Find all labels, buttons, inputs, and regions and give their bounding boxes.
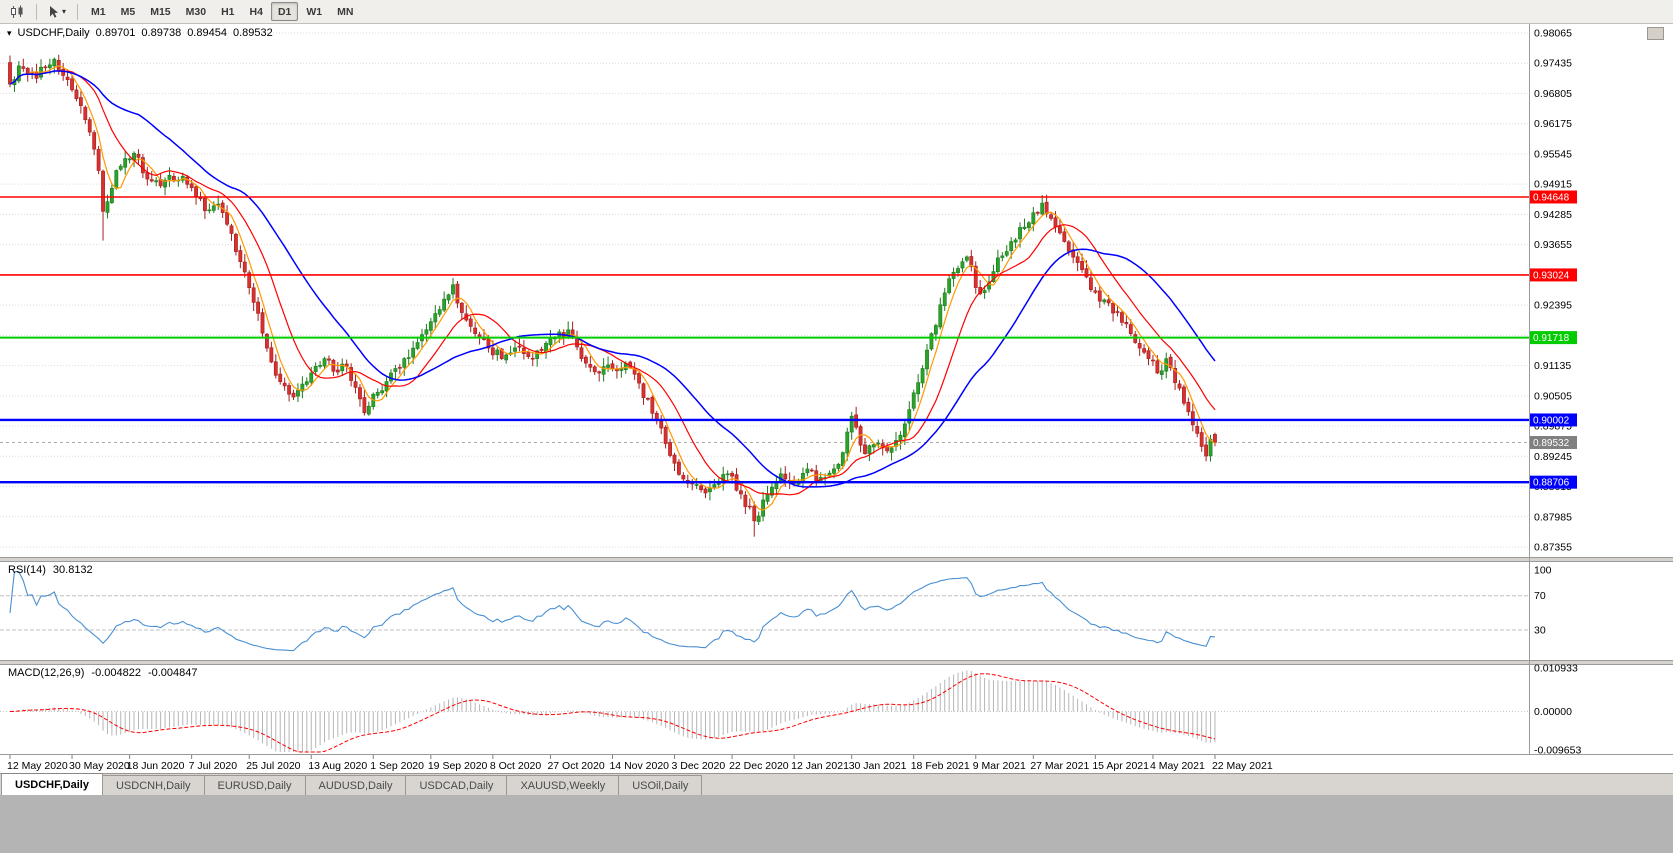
cursor-tool-button[interactable]: ▾ — [43, 2, 71, 22]
svg-text:7 Jul 2020: 7 Jul 2020 — [189, 760, 238, 772]
horizontal-level-lines[interactable] — [0, 196, 1530, 484]
svg-text:0.94285: 0.94285 — [1534, 209, 1572, 221]
candlestick-chart-icon — [11, 5, 23, 18]
svg-text:0.91135: 0.91135 — [1534, 360, 1571, 372]
chart-area: 0.98065 0.97435 0.96805 0.96175 0.95545 0.949… — [0, 24, 1673, 773]
ma-line-13 — [9, 70, 1216, 496]
price-axis-labels: 0.98065 0.97435 0.96805 0.96175 0.95545 0.949… — [1534, 28, 1572, 554]
svg-text:0.89245: 0.89245 — [1534, 451, 1572, 463]
svg-text:100: 100 — [1534, 565, 1552, 577]
svg-text:0.93655: 0.93655 — [1534, 239, 1572, 251]
expand-icon[interactable]: ▾ — [7, 27, 12, 38]
svg-text:0.94648: 0.94648 — [1533, 192, 1570, 203]
svg-text:9 Mar 2021: 9 Mar 2021 — [973, 760, 1026, 772]
ma-line-5 — [9, 65, 1216, 511]
price-badges: 0.94648 0.93024 0.91718 0.90002 0.88706 0.895… — [1530, 190, 1577, 489]
tab-xauusd-weekly[interactable]: XAUUSD,Weekly — [506, 775, 620, 795]
timeframe-button-m5[interactable]: M5 — [120, 5, 136, 18]
svg-text:1 Sep 2020: 1 Sep 2020 — [370, 760, 424, 772]
svg-text:3 Dec 2020: 3 Dec 2020 — [672, 760, 726, 772]
chart-tabs: USDCHF,Daily USDCNH,Daily EURUSD,Daily AUDU… — [0, 773, 1673, 795]
svg-text:0.93024: 0.93024 — [1533, 270, 1570, 281]
toolbar-separator — [36, 3, 37, 20]
timeframe-button-m30[interactable]: M30 — [185, 5, 207, 18]
timeframe-button-d1[interactable]: D1 — [270, 2, 299, 21]
tab-eurusd-daily[interactable]: EURUSD,Daily — [203, 775, 306, 795]
price-grid — [0, 32, 1530, 548]
svg-text:22 May 2021: 22 May 2021 — [1212, 760, 1273, 772]
svg-text:30 Jan 2021: 30 Jan 2021 — [849, 760, 907, 772]
svg-text:19 Sep 2020: 19 Sep 2020 — [428, 760, 488, 772]
svg-text:12 Jan 2021: 12 Jan 2021 — [791, 760, 849, 772]
timeframe-button-w1[interactable]: W1 — [306, 5, 323, 18]
svg-text:0.89532: 0.89532 — [1533, 438, 1570, 449]
dropdown-caret-icon: ▾ — [62, 6, 67, 16]
window-bottom-area — [0, 795, 1673, 853]
tab-usdcad-daily[interactable]: USDCAD,Daily — [405, 775, 508, 795]
svg-text:0.90505: 0.90505 — [1534, 390, 1572, 402]
panel-separators — [0, 557, 1673, 665]
tab-usdchf-daily[interactable]: USDCHF,Daily — [1, 773, 103, 795]
svg-text:0.88706: 0.88706 — [1533, 478, 1570, 489]
macd-histogram — [13, 670, 1216, 752]
svg-text:0.92395: 0.92395 — [1534, 300, 1572, 312]
timeframe-button-m1[interactable]: M1 — [91, 5, 106, 18]
svg-text:25 Jul 2020: 25 Jul 2020 — [246, 760, 300, 772]
timeframe-button-mn[interactable]: MN — [337, 5, 354, 18]
macd-signal-line — [9, 673, 1216, 753]
svg-text:22 Dec 2020: 22 Dec 2020 — [729, 760, 789, 772]
svg-text:15 Apr 2021: 15 Apr 2021 — [1092, 760, 1149, 772]
macd-panel: 0.010933 0.00000 -0.009653 — [0, 663, 1581, 757]
svg-text:13 Aug 2020: 13 Aug 2020 — [308, 760, 367, 772]
timeframe-button-m15[interactable]: M15 — [150, 5, 171, 18]
svg-text:14 Nov 2020: 14 Nov 2020 — [609, 760, 669, 772]
timeframe-group: M1 M5 M15 M30 H1 H4 D1 W1 MN — [84, 2, 360, 21]
chart-canvas[interactable]: 0.98065 0.97435 0.96805 0.96175 0.95545 0.949… — [0, 24, 1673, 773]
svg-text:0.96175: 0.96175 — [1534, 118, 1572, 130]
svg-text:4 May 2021: 4 May 2021 — [1150, 760, 1205, 772]
chart-scroll-button[interactable] — [1647, 27, 1664, 40]
svg-text:0.94915: 0.94915 — [1534, 179, 1572, 191]
candles-layer — [8, 54, 1217, 537]
svg-text:30 May 2020: 30 May 2020 — [69, 760, 130, 772]
cursor-icon — [50, 5, 58, 18]
svg-text:8 Oct 2020: 8 Oct 2020 — [490, 760, 542, 772]
svg-text:27 Mar 2021: 27 Mar 2021 — [1030, 760, 1089, 772]
chart-type-button[interactable] — [5, 2, 30, 22]
tab-audusd-daily[interactable]: AUDUSD,Daily — [304, 775, 407, 795]
svg-text:-0.009653: -0.009653 — [1534, 745, 1581, 757]
svg-text:0.87985: 0.87985 — [1534, 511, 1572, 523]
toolbar: ▾ M1 M5 M15 M30 H1 H4 D1 W1 MN — [0, 0, 1673, 24]
svg-text:0.96805: 0.96805 — [1534, 88, 1572, 100]
svg-text:18 Feb 2021: 18 Feb 2021 — [911, 760, 970, 772]
svg-text:0.91718: 0.91718 — [1533, 333, 1570, 344]
rsi-line — [9, 571, 1216, 652]
svg-text:30: 30 — [1534, 625, 1546, 637]
tab-usoil-daily[interactable]: USOil,Daily — [618, 775, 703, 795]
toolbar-separator — [77, 3, 79, 20]
svg-text:0.00000: 0.00000 — [1534, 706, 1572, 718]
svg-text:0.90002: 0.90002 — [1533, 415, 1570, 426]
svg-text:0.97435: 0.97435 — [1534, 58, 1572, 70]
ma-line-30 — [9, 70, 1216, 488]
svg-text:0.87355: 0.87355 — [1534, 542, 1572, 554]
svg-text:27 Oct 2020: 27 Oct 2020 — [547, 760, 604, 772]
svg-text:70: 70 — [1534, 590, 1546, 602]
svg-text:0.95545: 0.95545 — [1534, 148, 1572, 160]
rsi-panel: 100 70 30 — [0, 565, 1552, 637]
timeframe-button-h1[interactable]: H1 — [221, 5, 235, 18]
tab-usdcnh-daily[interactable]: USDCNH,Daily — [101, 775, 205, 795]
svg-text:0.010933: 0.010933 — [1534, 663, 1578, 675]
svg-text:18 Jun 2020: 18 Jun 2020 — [127, 760, 185, 772]
svg-text:0.98065: 0.98065 — [1534, 28, 1572, 40]
svg-text:12 May 2020: 12 May 2020 — [7, 760, 68, 772]
timeframe-button-h4[interactable]: H4 — [249, 5, 263, 18]
